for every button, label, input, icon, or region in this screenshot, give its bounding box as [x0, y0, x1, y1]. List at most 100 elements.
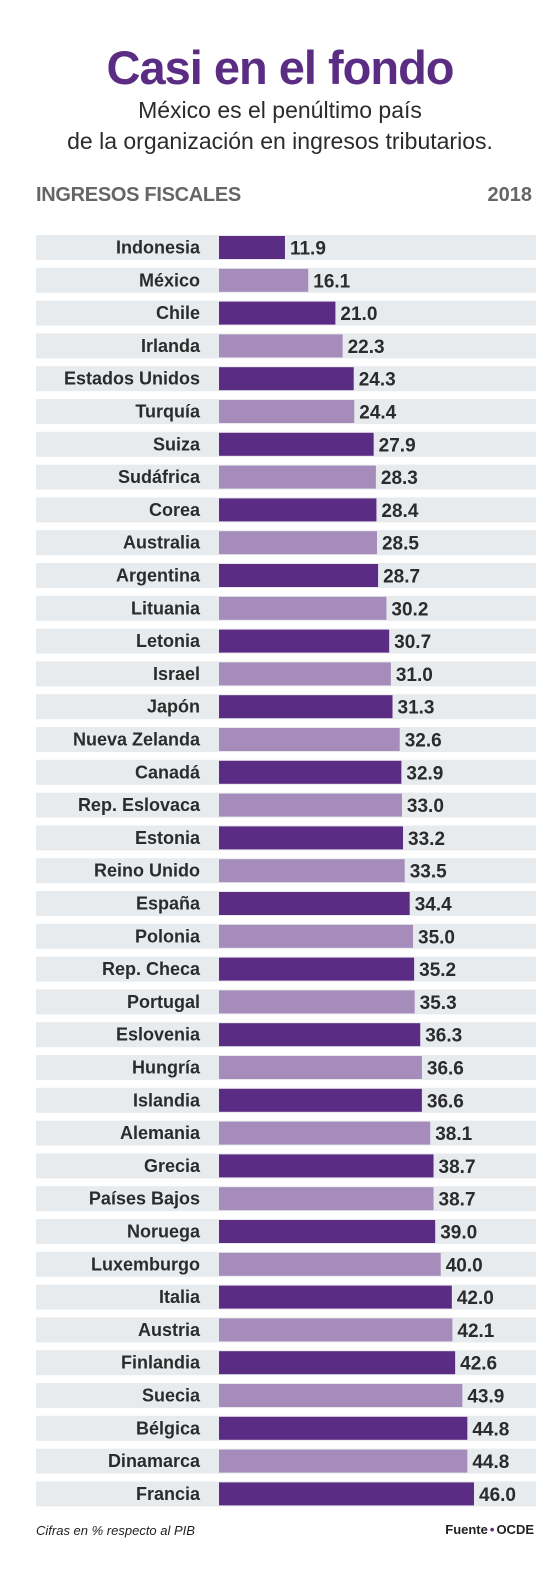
value-label: 24.4: [359, 403, 396, 424]
value-label: 43.9: [467, 1387, 504, 1408]
value-label: 42.1: [457, 1321, 494, 1342]
bar: [219, 1482, 474, 1506]
value-label: 38.1: [435, 1124, 472, 1145]
category-label: Finlandia: [121, 1353, 201, 1373]
value-label: 21.0: [340, 304, 377, 325]
value-label: 42.0: [457, 1288, 494, 1309]
value-label: 44.8: [472, 1419, 509, 1440]
category-label: Australia: [123, 533, 201, 553]
category-label: Países Bajos: [89, 1189, 200, 1209]
bar: [219, 1121, 431, 1145]
value-label: 33.0: [407, 796, 444, 817]
category-label: México: [139, 270, 200, 290]
value-label: 16.1: [313, 271, 350, 292]
row-background: [36, 235, 536, 260]
value-label: 28.4: [381, 501, 418, 522]
year-label: 2018: [487, 184, 533, 206]
bar: [219, 760, 402, 784]
bar: [219, 596, 387, 620]
category-label: Argentina: [116, 566, 201, 586]
value-label: 31.3: [398, 698, 435, 719]
bar: [219, 1187, 434, 1211]
category-label: Rep. Checa: [102, 959, 201, 979]
category-label: Alemania: [120, 1123, 201, 1143]
category-label: INGRESOS FISCALES: [36, 184, 241, 206]
category-label: Reino Unido: [94, 861, 200, 881]
value-label: 31.0: [396, 665, 433, 686]
value-label: 28.5: [382, 534, 419, 555]
bar: [219, 1449, 468, 1473]
category-label: Noruega: [127, 1222, 201, 1242]
bar: [219, 859, 405, 883]
bar: [219, 793, 402, 817]
category-label: Nueva Zelanda: [73, 730, 201, 750]
value-label: 27.9: [379, 435, 416, 456]
bar: [219, 728, 400, 751]
bar: [219, 957, 415, 981]
bar: [219, 1023, 421, 1047]
value-label: 33.2: [408, 829, 445, 850]
bar: [219, 629, 390, 653]
bar: [219, 1220, 436, 1243]
value-label: 24.3: [359, 370, 396, 391]
value-label: 35.3: [420, 993, 457, 1014]
bar: [219, 1384, 463, 1407]
bar: [219, 1252, 441, 1276]
source-value: OCDE: [496, 1522, 534, 1537]
bar: [219, 465, 376, 489]
bar: [219, 695, 393, 719]
chart-title: Casi en el fondo: [106, 41, 455, 94]
value-label: 32.9: [406, 763, 443, 784]
value-label: 22.3: [348, 337, 385, 358]
footnote: Cifras en % respecto al PIB: [36, 1523, 195, 1538]
bar: [219, 301, 336, 325]
category-label: España: [136, 894, 201, 914]
bar: [219, 1056, 422, 1079]
bar: [219, 924, 414, 948]
source-credit: Fuente • OCDE: [445, 1522, 534, 1537]
category-label: Corea: [149, 500, 201, 520]
source-separator-icon: •: [489, 1522, 495, 1537]
value-label: 36.3: [425, 1026, 462, 1047]
value-label: 11.9: [290, 239, 326, 260]
value-label: 32.6: [405, 731, 442, 752]
category-label: Israel: [153, 664, 200, 684]
bar: [219, 564, 379, 587]
category-label: Islandia: [133, 1090, 201, 1110]
value-label: 28.3: [381, 468, 418, 489]
bar: [219, 531, 377, 555]
bar: [219, 1351, 456, 1375]
value-label: 38.7: [439, 1157, 476, 1178]
category-label: Canadá: [135, 762, 201, 782]
category-label: Letonia: [136, 631, 201, 651]
value-label: 42.6: [460, 1354, 497, 1375]
category-label: Chile: [156, 303, 200, 323]
source-label: Fuente: [445, 1522, 488, 1537]
chart-subtitle-line-2: de la organización en ingresos tributari…: [67, 128, 493, 154]
bar: [219, 662, 391, 686]
value-label: 44.8: [472, 1452, 509, 1473]
bar: [219, 400, 355, 423]
category-label: Italia: [159, 1287, 201, 1307]
value-label: 30.2: [391, 599, 428, 620]
bar: [219, 367, 354, 391]
bar: [219, 498, 377, 522]
bar: [219, 1416, 468, 1440]
category-label: Rep. Eslovaca: [78, 795, 201, 815]
value-label: 39.0: [440, 1223, 477, 1244]
category-label: Japón: [147, 697, 200, 717]
value-label: 28.7: [383, 567, 420, 588]
chart-subtitle-line-1: México es el penúltimo país: [138, 97, 422, 123]
bar: [219, 990, 415, 1014]
value-label: 36.6: [427, 1059, 464, 1080]
bar: [219, 1318, 453, 1342]
bar: [219, 826, 404, 850]
value-label: 46.0: [479, 1485, 516, 1506]
bar: [219, 334, 343, 358]
value-label: 30.7: [394, 632, 431, 653]
value-label: 36.6: [427, 1091, 464, 1112]
bar: [219, 1285, 452, 1309]
bar: [219, 892, 410, 915]
value-label: 33.5: [410, 862, 447, 883]
